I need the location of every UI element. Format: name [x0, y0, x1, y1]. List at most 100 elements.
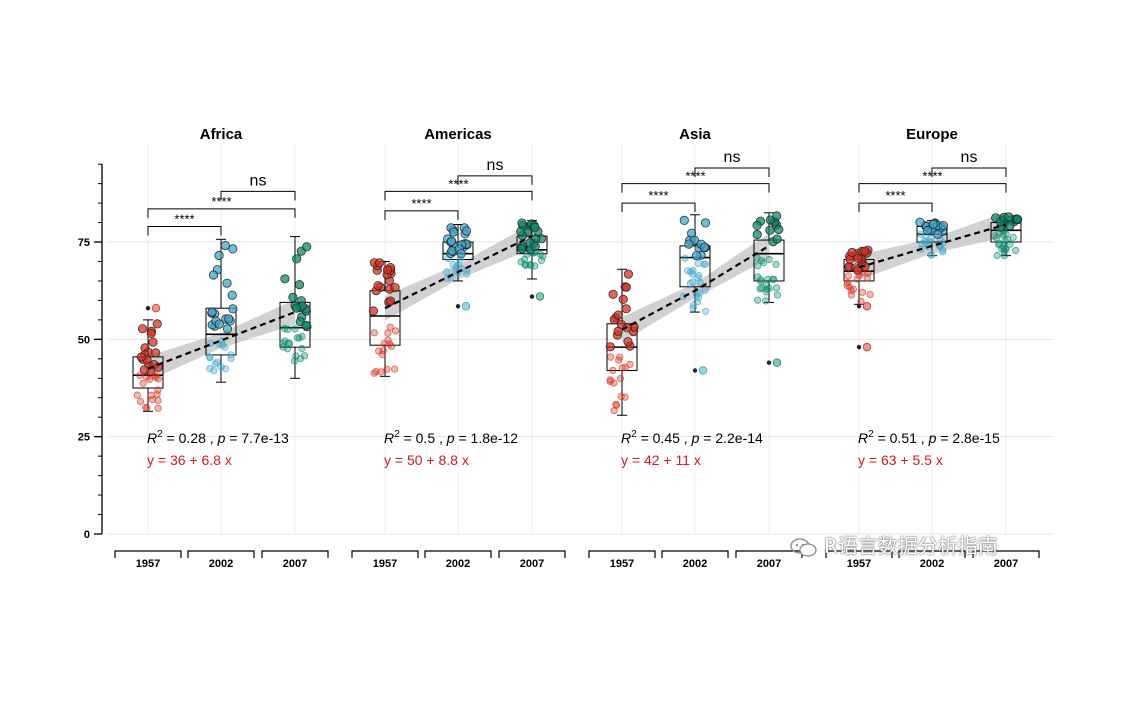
data-point — [701, 286, 709, 294]
outlier-marker — [856, 304, 862, 309]
data-point — [754, 273, 762, 281]
outlier-point — [772, 358, 782, 367]
outlier-marker — [455, 304, 461, 309]
data-point — [687, 268, 695, 276]
data-point — [292, 254, 302, 264]
data-point — [222, 324, 233, 334]
outlier-marker — [692, 368, 698, 373]
data-point — [448, 227, 459, 237]
data-point — [933, 229, 943, 239]
data-point — [449, 260, 457, 268]
panel-title: Americas — [424, 126, 492, 143]
data-point — [613, 326, 623, 336]
data-point — [701, 307, 710, 315]
data-point — [1002, 230, 1010, 238]
wechat-icon — [790, 537, 817, 557]
x-category-bracket — [424, 550, 492, 558]
box-body — [369, 290, 401, 346]
data-point — [446, 236, 457, 246]
data-point — [866, 290, 874, 299]
data-point — [206, 364, 214, 373]
x-category-label: 2002 — [683, 558, 707, 570]
data-point — [616, 374, 625, 383]
data-point — [701, 260, 709, 268]
data-point — [384, 329, 392, 337]
x-category-label: 2007 — [994, 558, 1018, 570]
data-point — [757, 256, 766, 265]
trend-line — [858, 223, 1007, 269]
data-point — [858, 288, 867, 296]
data-point — [291, 303, 302, 313]
regression-equation: y = 36 + 6.8 x — [147, 452, 232, 468]
regression-stats: R2 = 0.45 , p = 2.2e-14 — [621, 429, 763, 446]
data-point — [154, 404, 162, 412]
data-point — [133, 391, 141, 399]
data-point — [1003, 235, 1012, 244]
data-point — [224, 314, 234, 324]
data-point — [765, 215, 775, 225]
data-point — [772, 234, 782, 244]
data-point — [530, 222, 540, 232]
data-point — [847, 247, 857, 258]
data-point — [772, 260, 780, 268]
data-point — [928, 219, 938, 229]
x-category-bracket — [898, 550, 966, 558]
panel-title: Africa — [200, 126, 243, 143]
data-point — [207, 307, 217, 317]
data-point — [753, 254, 761, 262]
x-category-bracket — [351, 550, 419, 558]
data-point — [774, 224, 784, 235]
x-category-label: 1957 — [847, 558, 871, 570]
data-point — [618, 364, 627, 372]
data-point — [1000, 247, 1008, 255]
data-point — [526, 261, 535, 269]
x-category-bracket — [114, 550, 182, 558]
data-point — [691, 251, 702, 261]
x-category-bracket — [498, 550, 566, 558]
significance-bracket — [621, 202, 696, 213]
data-point — [370, 329, 378, 337]
data-point — [938, 221, 949, 231]
data-point — [283, 325, 292, 333]
x-category-label: 1957 — [136, 558, 160, 570]
significance-label: ns — [487, 157, 504, 174]
data-point — [769, 275, 777, 283]
confidence-band — [148, 299, 295, 382]
x-category-bracket — [261, 550, 329, 558]
data-point — [615, 356, 623, 364]
data-point — [151, 372, 159, 380]
significance-bracket — [384, 190, 533, 201]
box-body — [442, 241, 474, 261]
data-point — [294, 279, 305, 290]
outlier-point — [698, 366, 708, 375]
data-point — [753, 296, 762, 304]
data-point — [995, 239, 1003, 248]
x-category-label: 2002 — [446, 558, 470, 570]
regression-stats: R2 = 0.28 , p = 7.7e-13 — [147, 429, 289, 446]
data-point — [217, 363, 225, 371]
data-point — [754, 262, 762, 270]
data-point — [621, 304, 631, 314]
data-point — [517, 244, 527, 254]
data-point — [696, 278, 705, 286]
significance-label: **** — [174, 211, 194, 226]
data-point — [463, 270, 471, 278]
data-point — [1003, 212, 1014, 222]
data-point — [922, 238, 930, 246]
data-point — [843, 279, 852, 287]
data-point — [227, 354, 235, 362]
data-point — [147, 391, 155, 399]
x-category-bracket — [825, 550, 893, 558]
y-tick-label: 75 — [78, 237, 90, 249]
box-body — [205, 307, 237, 356]
data-point — [151, 348, 161, 358]
outlier-point — [535, 292, 545, 301]
x-category-label: 2002 — [920, 558, 944, 570]
data-point — [860, 246, 870, 256]
significance-bracket — [457, 175, 533, 185]
outlier-marker — [145, 306, 151, 311]
outlier-point — [151, 304, 161, 313]
significance-label: **** — [411, 196, 431, 211]
data-point — [227, 290, 237, 300]
